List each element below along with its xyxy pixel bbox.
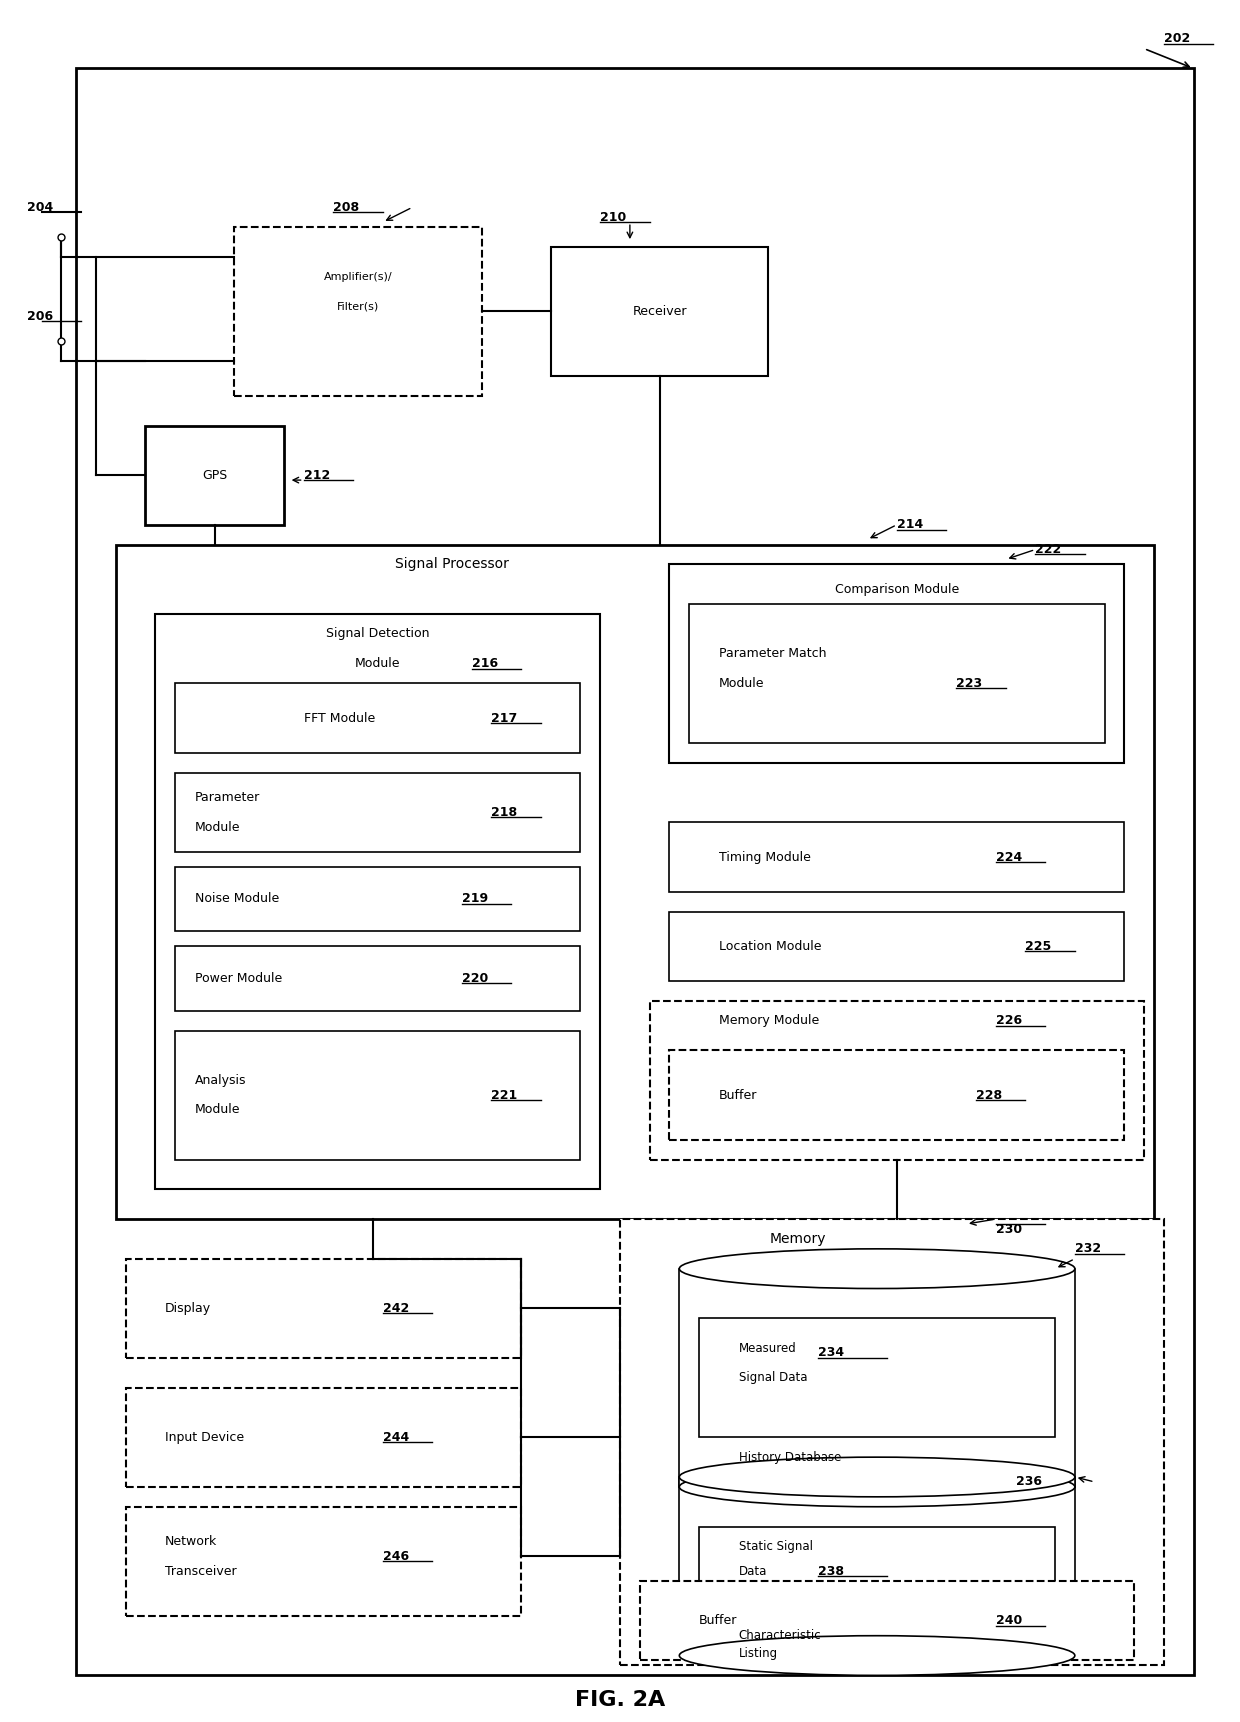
Text: 244: 244 xyxy=(383,1431,409,1443)
Ellipse shape xyxy=(680,1248,1075,1288)
Text: Transceiver: Transceiver xyxy=(165,1565,237,1577)
FancyBboxPatch shape xyxy=(76,69,1194,1676)
FancyBboxPatch shape xyxy=(670,565,1125,763)
FancyBboxPatch shape xyxy=(155,615,600,1190)
Text: Listing: Listing xyxy=(739,1646,777,1660)
FancyBboxPatch shape xyxy=(145,425,284,525)
Text: History Database: History Database xyxy=(739,1450,841,1464)
Text: Noise Module: Noise Module xyxy=(195,892,279,906)
Text: 232: 232 xyxy=(1075,1242,1101,1255)
Text: Data: Data xyxy=(739,1565,768,1577)
Bar xyxy=(125,1259,521,1359)
Text: 224: 224 xyxy=(996,851,1022,863)
FancyBboxPatch shape xyxy=(699,1319,1055,1438)
Text: Timing Module: Timing Module xyxy=(719,851,811,863)
Text: Measured: Measured xyxy=(739,1341,796,1355)
Text: 228: 228 xyxy=(976,1088,1002,1102)
Text: 230: 230 xyxy=(996,1223,1022,1235)
FancyBboxPatch shape xyxy=(551,246,769,375)
Text: 216: 216 xyxy=(471,658,497,670)
Text: Memory Module: Memory Module xyxy=(719,1014,820,1028)
Text: Characteristic: Characteristic xyxy=(739,1629,821,1643)
Text: GPS: GPS xyxy=(202,468,227,482)
Text: Module: Module xyxy=(355,658,401,670)
Bar xyxy=(234,227,481,396)
Text: Buffer: Buffer xyxy=(719,1088,758,1102)
Text: Receiver: Receiver xyxy=(632,305,687,319)
FancyBboxPatch shape xyxy=(115,544,1154,1219)
Text: Signal Data: Signal Data xyxy=(739,1371,807,1384)
Text: Module: Module xyxy=(195,821,241,833)
Text: 236: 236 xyxy=(1016,1476,1042,1488)
Text: 204: 204 xyxy=(27,201,53,214)
Text: 206: 206 xyxy=(27,310,53,324)
Text: Signal Processor: Signal Processor xyxy=(396,558,508,572)
FancyBboxPatch shape xyxy=(670,911,1125,982)
Text: Memory: Memory xyxy=(770,1231,826,1247)
Text: Parameter Match: Parameter Match xyxy=(719,647,826,660)
Text: Location Module: Location Module xyxy=(719,940,821,952)
Bar xyxy=(670,1050,1125,1140)
Text: 202: 202 xyxy=(1164,33,1190,45)
FancyBboxPatch shape xyxy=(699,1527,1055,1615)
Text: 225: 225 xyxy=(1025,940,1052,952)
Text: 218: 218 xyxy=(491,806,517,820)
Text: 214: 214 xyxy=(897,518,923,530)
Text: 219: 219 xyxy=(461,892,487,906)
FancyBboxPatch shape xyxy=(175,1031,580,1159)
Text: 212: 212 xyxy=(304,468,330,482)
Text: 242: 242 xyxy=(383,1302,409,1316)
Text: Module: Module xyxy=(195,1104,241,1116)
Text: Static Signal: Static Signal xyxy=(739,1539,812,1553)
Text: Display: Display xyxy=(165,1302,211,1316)
Text: FFT Module: FFT Module xyxy=(304,711,374,725)
Text: 246: 246 xyxy=(383,1550,409,1564)
Bar xyxy=(125,1388,521,1486)
Bar xyxy=(620,1219,1164,1665)
Text: 208: 208 xyxy=(334,201,360,214)
FancyBboxPatch shape xyxy=(175,866,580,932)
Bar xyxy=(650,1000,1145,1159)
FancyBboxPatch shape xyxy=(680,1269,1075,1486)
Text: Power Module: Power Module xyxy=(195,971,281,985)
Text: 226: 226 xyxy=(996,1014,1022,1028)
Text: Amplifier(s)/: Amplifier(s)/ xyxy=(324,272,392,282)
Ellipse shape xyxy=(680,1467,1075,1507)
Text: Parameter: Parameter xyxy=(195,790,260,804)
FancyBboxPatch shape xyxy=(680,1477,1075,1655)
Text: Analysis: Analysis xyxy=(195,1075,247,1087)
Text: FIG. 2A: FIG. 2A xyxy=(575,1691,665,1710)
Text: 234: 234 xyxy=(817,1347,844,1359)
Text: 238: 238 xyxy=(817,1565,843,1577)
Text: Network: Network xyxy=(165,1534,217,1548)
Text: 217: 217 xyxy=(491,711,518,725)
FancyBboxPatch shape xyxy=(175,684,580,753)
Text: Comparison Module: Comparison Module xyxy=(835,582,959,596)
FancyBboxPatch shape xyxy=(175,773,580,852)
Text: Filter(s): Filter(s) xyxy=(337,301,379,312)
FancyBboxPatch shape xyxy=(670,823,1125,892)
Text: 240: 240 xyxy=(996,1614,1022,1627)
Text: Signal Detection: Signal Detection xyxy=(326,627,429,641)
Ellipse shape xyxy=(680,1636,1075,1676)
Text: Buffer: Buffer xyxy=(699,1614,738,1627)
Text: Input Device: Input Device xyxy=(165,1431,244,1443)
Bar xyxy=(640,1581,1135,1660)
Text: 221: 221 xyxy=(491,1088,518,1102)
Text: 210: 210 xyxy=(600,210,626,224)
Text: 222: 222 xyxy=(1035,542,1061,556)
FancyBboxPatch shape xyxy=(175,947,580,1011)
Text: 223: 223 xyxy=(956,677,982,691)
Bar xyxy=(125,1507,521,1615)
FancyBboxPatch shape xyxy=(689,604,1105,742)
Ellipse shape xyxy=(680,1457,1075,1496)
Text: Module: Module xyxy=(719,677,764,691)
Text: 220: 220 xyxy=(461,971,489,985)
